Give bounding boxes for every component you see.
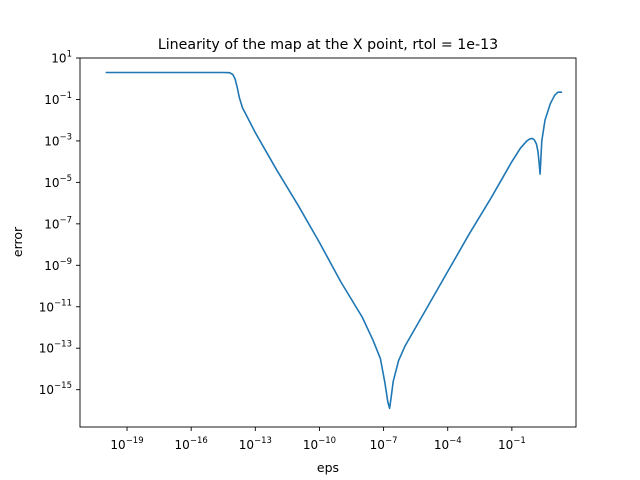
y-tick-label: 10−9: [44, 257, 72, 273]
chart-title: Linearity of the map at the X point, rto…: [158, 37, 498, 53]
y-tick-label: 10−15: [39, 381, 72, 397]
x-tick-label: 10−19: [110, 436, 143, 452]
x-axis-ticks: 10−19 10−16 10−13 10−10 10−7 10−4 10−1: [110, 427, 526, 452]
x-tick-label: 10−13: [239, 436, 272, 452]
plot-frame: [79, 57, 577, 428]
series-line: [105, 71, 563, 410]
x-tick-label: 10−16: [175, 436, 208, 452]
x-axis-label: eps: [317, 460, 339, 475]
y-tick-label: 10−5: [44, 174, 72, 190]
y-tick-label: 10−11: [39, 298, 72, 314]
plot-area: [105, 71, 563, 410]
y-tick-label: 10−3: [44, 132, 72, 148]
x-tick-label: 10−4: [434, 436, 462, 452]
y-tick-label: 101: [51, 50, 72, 66]
y-axis-label: error: [10, 226, 25, 257]
x-tick-label: 10−7: [370, 436, 398, 452]
y-tick-label: 10−13: [39, 340, 72, 356]
y-tick-label: 10−1: [44, 91, 72, 107]
y-axis-ticks: 101 10−1 10−3 10−5 10−7 10−9 10−11 10−13 10−15: [39, 50, 80, 397]
x-tick-label: 10−1: [498, 436, 526, 452]
x-tick-label: 10−10: [303, 436, 336, 452]
y-tick-label: 10−7: [44, 215, 72, 231]
